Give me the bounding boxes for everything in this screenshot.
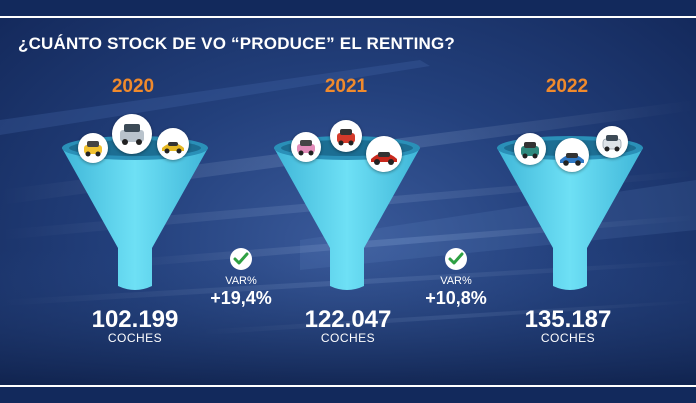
- silver-suv-icon: [112, 114, 152, 154]
- variation-value-2022: +10,8%: [425, 288, 487, 308]
- year-label-2020: 2020: [111, 76, 155, 97]
- red-coupe-icon: [366, 136, 402, 172]
- top-stripe: [0, 16, 696, 18]
- bottom-stripe: [0, 385, 696, 387]
- stock-unit-2021: COCHES: [320, 331, 376, 345]
- stock-value-2021: 122.047: [304, 306, 392, 333]
- stock-unit-2022: COCHES: [540, 331, 596, 345]
- variation-value-2021: +19,4%: [210, 288, 272, 308]
- white-suv-icon: [596, 126, 628, 158]
- teal-suv-icon: [514, 133, 546, 165]
- pink-car-icon: [291, 132, 321, 162]
- year-label-2022: 2022: [545, 76, 589, 97]
- stock-value-2022: 135.187: [524, 306, 612, 333]
- year-label-2021: 2021: [324, 76, 368, 97]
- check-icon: [230, 248, 252, 270]
- page-title: ¿CUÁNTO STOCK DE VO “PRODUCE” EL RENTING…: [18, 34, 456, 53]
- stock-unit-2020: COCHES: [107, 331, 163, 345]
- yellow-sportscar-icon: [157, 128, 189, 160]
- variation-label-2021: VAR%: [225, 275, 257, 287]
- stock-value-2020: 102.199: [91, 306, 179, 333]
- variation-label-2022: VAR%: [440, 275, 472, 287]
- bottom-bar: [0, 387, 696, 403]
- red-car-icon: [330, 120, 362, 152]
- check-icon: [445, 248, 467, 270]
- blue-car-icon: [555, 138, 589, 172]
- yellow-car-icon: [78, 133, 108, 163]
- top-bar: [0, 0, 696, 16]
